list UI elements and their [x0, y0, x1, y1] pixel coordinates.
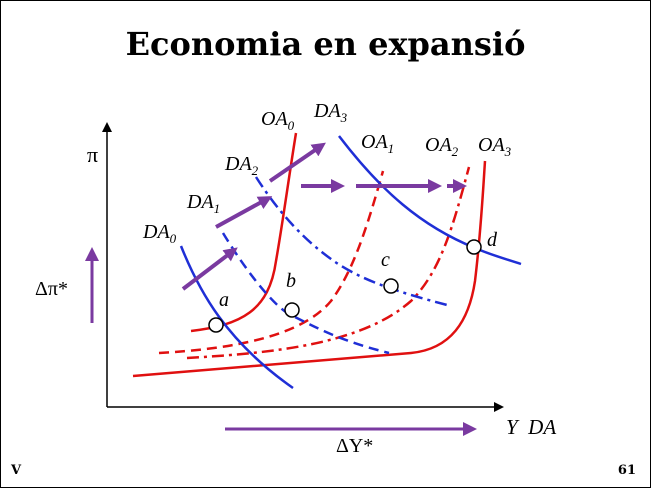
label-da0: DA0 — [142, 221, 177, 246]
delta-arrows — [85, 247, 477, 436]
x-axis-label: Y DA — [506, 415, 556, 439]
curve-oa1 — [158, 170, 385, 355]
page-number: 61 — [617, 463, 636, 478]
curve-oa0 — [190, 132, 298, 333]
label-da3: DA3 — [313, 100, 348, 125]
point-c-marker — [383, 278, 399, 294]
demand-curves — [179, 135, 522, 390]
axes — [102, 122, 504, 412]
label-da2: DA2 — [224, 153, 259, 178]
demand-shift-arrows — [181, 142, 467, 291]
curve-da0 — [179, 245, 294, 390]
curve-da1 — [221, 232, 390, 355]
curve-da3 — [338, 135, 522, 266]
shift-arrow-da1-da1b — [215, 196, 273, 229]
point-d-label: d — [487, 229, 498, 251]
label-da1: DA1 — [186, 191, 220, 216]
label-oa3: OA3 — [478, 134, 512, 159]
point-d-marker — [466, 239, 482, 255]
point-a-label: a — [219, 289, 229, 311]
shift-arrow-da2-da3 — [268, 142, 326, 183]
supply-curves — [132, 132, 487, 378]
curve-oa2 — [186, 166, 471, 360]
curve-da2 — [254, 176, 452, 308]
equilibrium-points — [208, 239, 482, 333]
label-oa0: OA0 — [261, 108, 295, 133]
point-a-marker — [208, 317, 224, 333]
label-oa2: OA2 — [425, 134, 459, 159]
curve-oa3 — [132, 160, 487, 378]
slide-title: Economia en expansió — [125, 25, 526, 63]
shift-arrow-da0-da1 — [181, 247, 238, 291]
point-b-marker — [284, 302, 300, 318]
y-axis-label: π — [87, 142, 98, 167]
delta-inflation-label: Δπ* — [35, 278, 68, 300]
label-oa1: OA1 — [361, 131, 394, 156]
point-b-label: b — [286, 270, 296, 292]
footer-mark: V — [11, 463, 22, 478]
point-c-label: c — [381, 249, 390, 271]
delta-output-label: ΔY* — [336, 435, 373, 457]
